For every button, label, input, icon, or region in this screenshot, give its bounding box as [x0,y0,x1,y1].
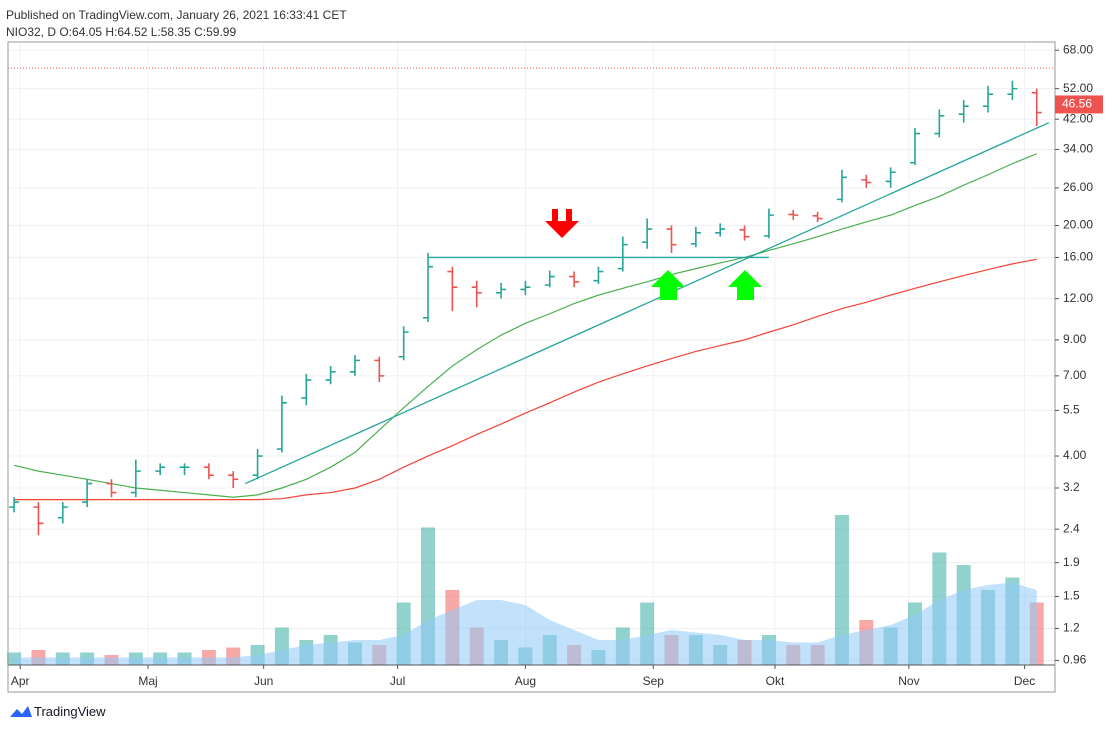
ohlc-bar [179,463,190,476]
ohlc-bar [9,497,20,513]
y-tick-label: 5.5 [1063,403,1080,417]
ohlc-bar [642,218,653,249]
frame [7,41,1056,693]
ohlc-bar [228,471,239,488]
ohlc-bar [909,127,920,166]
ohlc-bar [520,280,531,296]
ohlc-bar [690,226,701,248]
x-tick-label: Aug [515,674,536,688]
ohlc-bar [1007,80,1018,101]
ohlc-bar [398,326,409,361]
ohlc-bar [739,225,750,241]
ohlc-bar [301,373,312,406]
y-tick-label: 26.00 [1063,180,1093,194]
ohlc-bar [1031,88,1042,127]
published: Published on TradingView.com, January 26… [6,8,347,22]
volume-bar [834,515,849,665]
y-tick-label: 42.00 [1063,111,1093,125]
ohlc-bar [593,266,604,284]
x-tick-label: Okt [766,674,785,688]
ohlc-bar [861,174,872,188]
ohlc-bar [423,253,434,322]
ohlc-bar [155,463,166,476]
x-tick-label: Apr [11,674,30,688]
moving-average [14,258,1037,501]
ohlc-bar [276,395,287,453]
plot-layer [7,67,1055,665]
up-arrow [728,270,762,300]
x-tick-label: Dec [1014,674,1035,688]
ohlc-bar [106,479,117,498]
last-price-label: 46.56 [1062,97,1092,111]
y-tick-label: 9.00 [1063,332,1087,346]
y-tick-label: 1.2 [1063,621,1080,635]
grid-layer [8,42,1055,665]
symbol-info: NIO32, D O:64.05 H:64.52 L:58.35 C:59.99 [6,25,237,39]
y-tick-label: 16.00 [1063,250,1093,264]
up-arrow [651,270,685,300]
ohlc-bar [252,449,263,480]
ohlc-bar [349,354,360,376]
ohlc-bar [812,211,823,222]
y-tick-label: 0.96 [1063,653,1087,667]
ohlc-bar [471,280,482,308]
volume-ma-area [14,582,1037,665]
x-tick-label: Nov [898,674,919,688]
y-tick-label: 34.00 [1063,142,1093,156]
y-tick-label: 4.00 [1063,448,1087,462]
y-tick-label: 52.00 [1063,81,1093,95]
ohlc-bar [617,236,628,272]
ohlc-bar [496,282,507,299]
y-tick-label: 12.00 [1063,291,1093,305]
brand: TradingView [34,704,106,719]
ohlc-bar [958,100,969,123]
ohlc-bar [33,502,44,536]
y-tick-label: 1.9 [1063,555,1080,569]
x-tick-label: Jun [254,674,273,688]
y-tick-label: 68.00 [1063,42,1093,56]
ohlc-bar [715,223,726,237]
ohlc-bar [447,266,458,312]
ohlc-bar [763,208,774,239]
ohlc-bar [374,356,385,383]
ohlc-bar [544,270,555,288]
x-tick-label: Maj [138,674,157,688]
ohlc-bar [203,463,214,480]
moving-average [13,153,1037,498]
last-price-box [1055,95,1103,114]
y-tick-label: 2.4 [1063,521,1080,535]
y-tick-label: 1.5 [1063,589,1080,603]
ohlc-bar [82,479,93,508]
ohlc-bar [569,271,580,288]
ohlc-bar [325,365,336,385]
ohlc-bar [130,459,141,498]
ohlc-bar [836,169,847,203]
ohlc-bar [983,85,994,113]
y-tick-label: 7.00 [1063,368,1087,382]
trendline [245,122,1050,485]
ohlc-bar [666,225,677,254]
y-tick-label: 3.2 [1063,480,1080,494]
down-arrow [545,209,579,238]
x-tick-label: Jul [390,674,405,688]
ohlc-bar [885,167,896,188]
x-tick-label: Sep [643,674,665,688]
ohlc-bar [934,109,945,138]
ohlc-bar [788,209,799,220]
logo [10,706,32,717]
y-tick-label: 20.00 [1063,218,1093,232]
ohlc-bar [57,502,68,524]
